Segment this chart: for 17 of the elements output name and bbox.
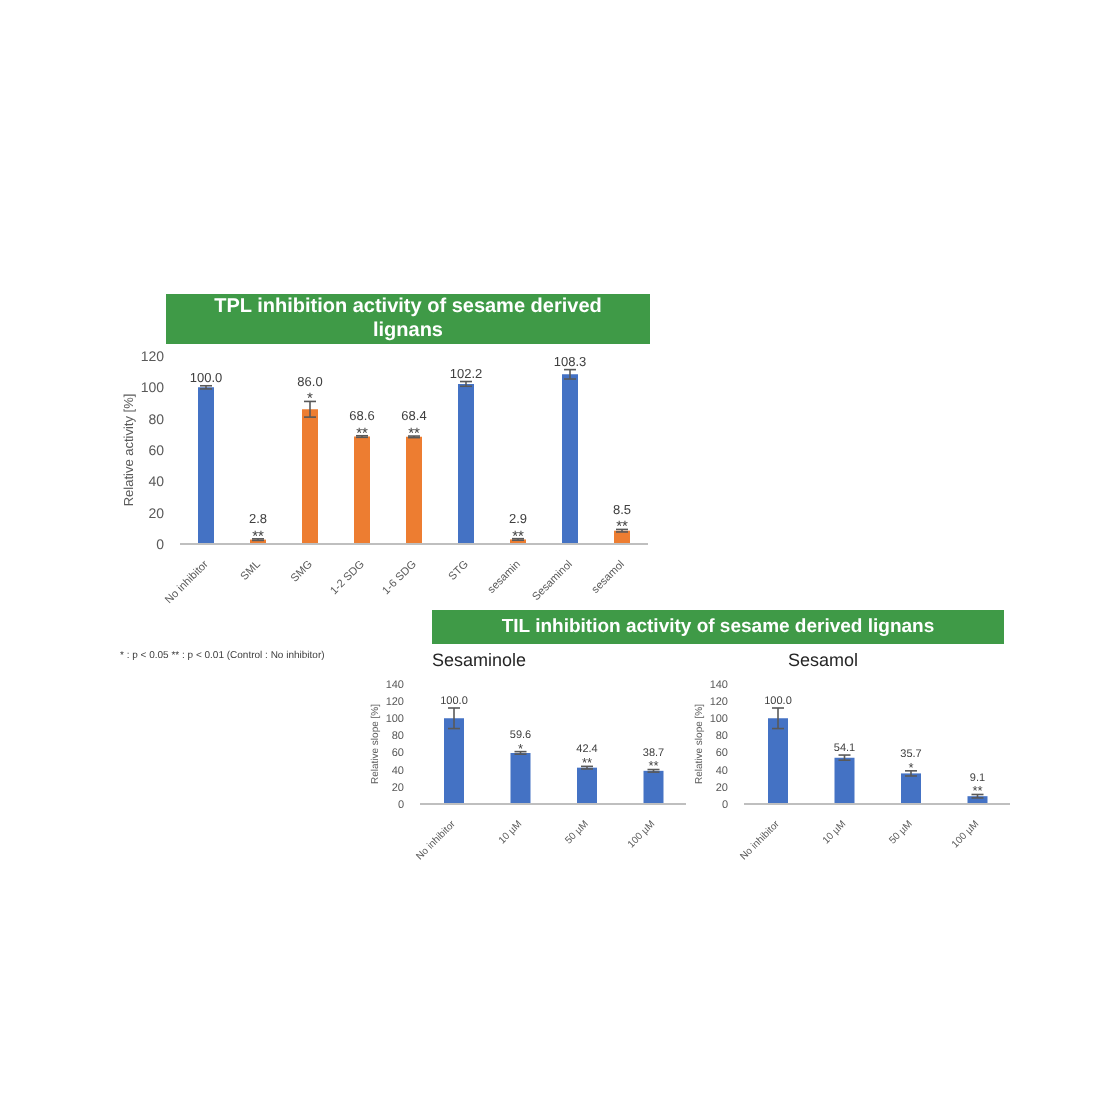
chart-title: TPL inhibition activity of sesame derived lignans (212, 295, 604, 343)
bar (406, 436, 422, 544)
bar (510, 752, 531, 804)
chart-title: Sesamol (788, 650, 859, 670)
bar (302, 409, 318, 544)
bar (458, 383, 474, 544)
bar (901, 773, 921, 804)
bar (768, 718, 788, 804)
bar (834, 757, 855, 804)
bar (643, 770, 664, 804)
bar (577, 767, 597, 804)
bar (562, 374, 578, 544)
text: TIL inhibition activity of sesame derived lignans (501, 616, 935, 638)
bar (354, 436, 370, 544)
chart-title: Sesaminole (432, 650, 527, 670)
bar (444, 718, 464, 804)
bar (198, 387, 214, 544)
